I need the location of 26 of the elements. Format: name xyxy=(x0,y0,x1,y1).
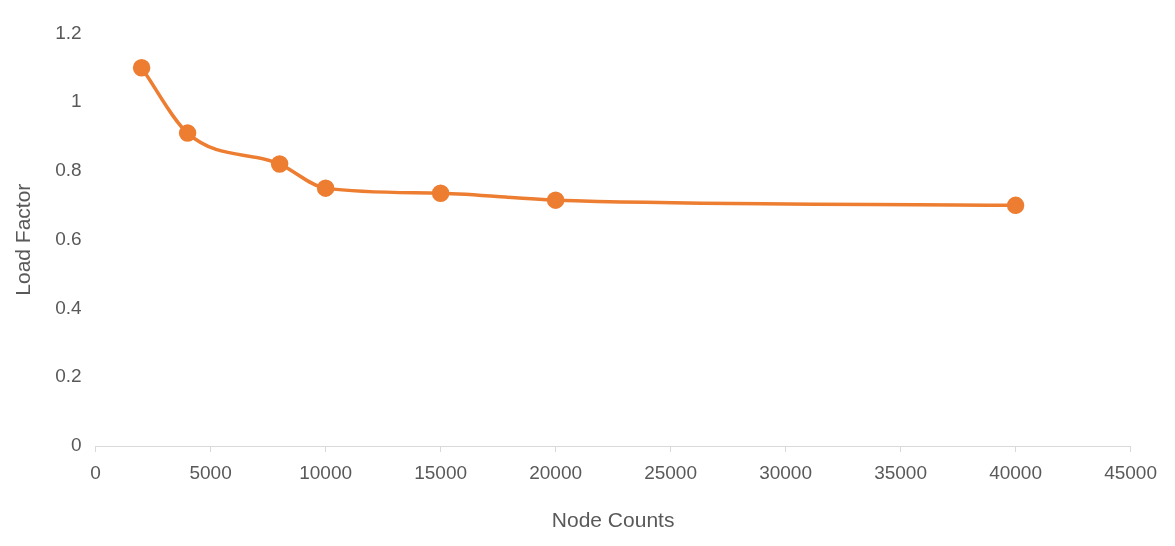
y-tick-label: 0.2 xyxy=(55,365,82,387)
y-tick-label: 0 xyxy=(71,434,82,456)
x-tick-label: 40000 xyxy=(989,461,1043,483)
x-tick-label: 45000 xyxy=(1104,461,1157,483)
y-axis-title: Load Factor xyxy=(11,183,35,296)
x-tick-label: 25000 xyxy=(644,461,698,483)
x-tick-label: 10000 xyxy=(299,461,353,483)
point xyxy=(270,155,289,173)
y-tick-label: 0.8 xyxy=(55,159,82,181)
y-tick-label: 0.4 xyxy=(55,296,83,318)
x-tick-label: 15000 xyxy=(414,461,468,483)
x-tick-label: 30000 xyxy=(759,461,813,483)
point xyxy=(178,124,197,142)
y-tick-label: 0.6 xyxy=(55,227,82,249)
point xyxy=(546,191,565,209)
x-tick-label: 5000 xyxy=(189,461,232,483)
x-tick-label: 0 xyxy=(90,461,101,483)
x-axis-title: Node Counts xyxy=(551,508,675,532)
point xyxy=(1006,196,1025,215)
x-tick-label: 20000 xyxy=(529,461,583,483)
x-tick-label: 35000 xyxy=(874,461,928,483)
point xyxy=(132,59,151,77)
y-tick-label: 1 xyxy=(71,90,82,112)
y-tick-label: 1.2 xyxy=(55,21,82,43)
point xyxy=(431,184,450,203)
point xyxy=(316,179,335,197)
